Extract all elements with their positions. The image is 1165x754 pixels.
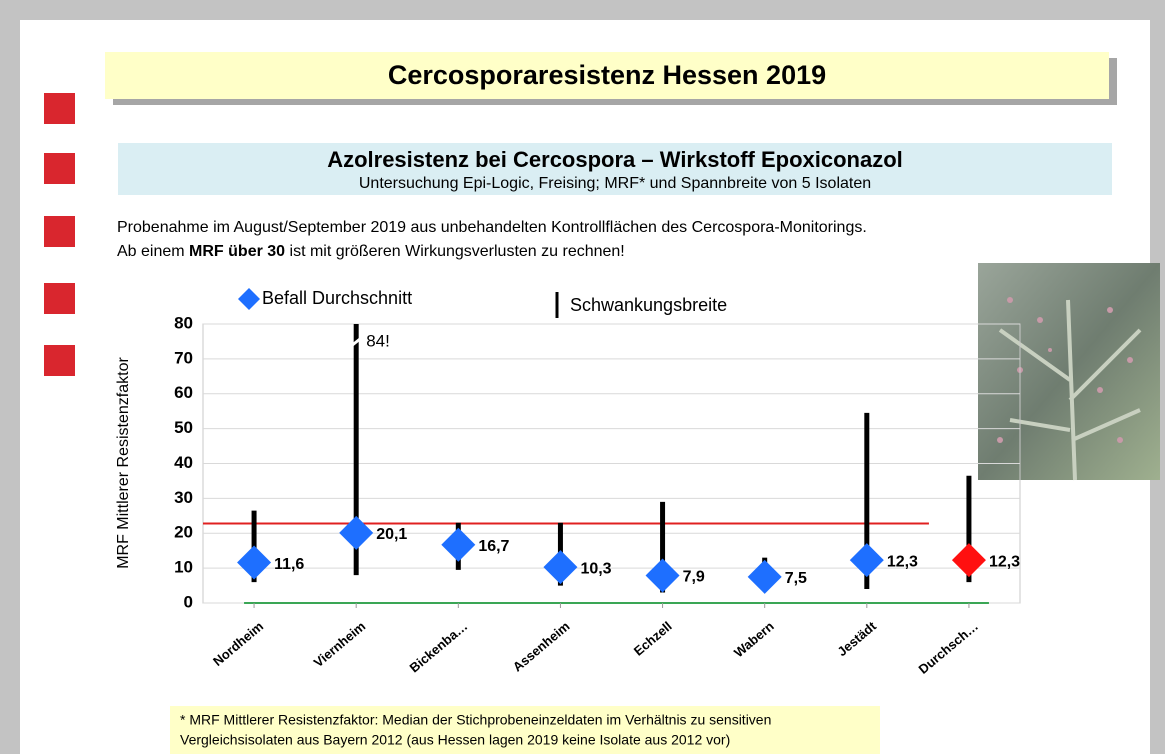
value-label: 12,3: [887, 553, 918, 570]
y-tick-label: 80: [174, 313, 193, 332]
y-tick-label: 50: [174, 418, 193, 437]
intro-line: Probenahme im August/September 2019 aus …: [117, 219, 867, 236]
y-tick-label: 0: [184, 592, 193, 611]
legend-label: Schwankungsbreite: [570, 295, 727, 315]
y-tick-label: 20: [174, 523, 193, 542]
value-label: 20,1: [376, 526, 407, 543]
intro-line: Ab einem MRF über 30 ist mit größeren Wi…: [117, 243, 625, 260]
value-label: 16,7: [478, 538, 509, 555]
subtitle: Azolresistenz bei Cercospora – Wirkstoff…: [327, 147, 903, 172]
y-tick-label: 60: [174, 383, 193, 402]
legend-label: Befall Durchschnitt: [262, 288, 412, 308]
footnote: * MRF Mittlerer Resistenzfaktor: Median …: [180, 712, 771, 728]
value-label: 12,3: [989, 553, 1020, 570]
photo: [978, 263, 1160, 480]
text: ist mit größeren Wirkungsverlusten zu re…: [285, 243, 625, 260]
annotation: 84!: [366, 331, 390, 350]
text: Ab einem: [117, 243, 189, 260]
value-label: 7,5: [785, 570, 807, 587]
y-tick-label: 10: [174, 558, 193, 577]
y-tick-label: 70: [174, 348, 193, 367]
text-bold: MRF über 30: [189, 243, 285, 260]
footnote: Vergleichsisolaten aus Bayern 2012 (aus …: [180, 732, 730, 748]
title: Cercosporaresistenz Hessen 2019: [388, 60, 826, 90]
value-label: 10,3: [580, 560, 611, 577]
source: Untersuchung Epi-Logic, Freising; MRF* u…: [359, 175, 871, 192]
value-label: 7,9: [683, 569, 705, 586]
value-label: 11,6: [274, 556, 304, 573]
slide: Cercosporaresistenz Hessen 2019 Azolresi…: [0, 0, 1165, 754]
y-tick-label: 40: [174, 453, 193, 472]
y-tick-label: 30: [174, 488, 193, 507]
y-axis-label: MRF Mittlerer Resistenzfaktor: [115, 357, 132, 569]
